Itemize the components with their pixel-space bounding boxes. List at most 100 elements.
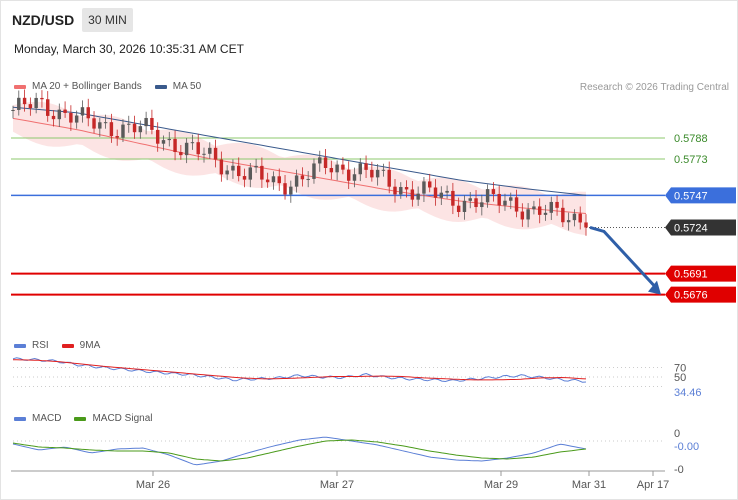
candle-body — [98, 122, 102, 129]
candle-body — [416, 193, 420, 200]
timeframe-button[interactable]: 30 MIN — [82, 8, 133, 32]
candle — [202, 147, 206, 163]
candle-body — [283, 183, 287, 195]
macd-tick-top: 0 — [674, 428, 680, 440]
candle — [352, 167, 357, 188]
candle-body — [474, 198, 478, 208]
candle-body — [393, 186, 397, 195]
candle — [260, 157, 264, 188]
candle-body — [74, 115, 79, 123]
candle — [404, 180, 409, 198]
candle-body — [155, 129, 160, 144]
candle — [422, 176, 426, 202]
candle-body — [578, 213, 582, 223]
legend-rsi: RSI — [14, 340, 49, 351]
candle-body — [509, 197, 513, 201]
candle — [144, 111, 148, 135]
candle-body — [63, 109, 67, 113]
candle-body — [537, 206, 542, 215]
candle-body — [433, 187, 438, 198]
candle — [242, 168, 247, 188]
macd-legend: MACD MACD Signal — [14, 413, 165, 424]
level-tag-4 — [665, 265, 736, 282]
candle-body — [526, 209, 530, 220]
legend-rsi-ma: 9MA — [61, 340, 100, 351]
candle — [46, 91, 50, 122]
rsi-tick-50: 50 — [674, 372, 686, 384]
candle-body — [456, 205, 461, 212]
candle — [63, 101, 67, 118]
candle — [381, 163, 386, 177]
candle-body — [497, 193, 501, 206]
candle-body — [92, 118, 96, 129]
candle-body — [254, 165, 258, 168]
candle — [543, 204, 548, 221]
price-legend: MA 20 + Bollinger Bands MA 50 — [14, 81, 214, 92]
candle-body — [468, 198, 472, 201]
candle — [103, 114, 108, 129]
candle — [86, 98, 90, 127]
legend-rsi-label: RSI — [32, 340, 49, 351]
candle-body — [173, 138, 177, 153]
candle — [520, 203, 525, 227]
candle-body — [28, 104, 33, 109]
candle-body — [115, 136, 119, 138]
level-label-2: 0.5747 — [674, 190, 708, 202]
candle-body — [213, 147, 218, 160]
candle-body — [196, 142, 200, 155]
candle — [80, 100, 85, 123]
candle-body — [451, 190, 455, 206]
candle-body — [69, 112, 73, 123]
candle — [57, 103, 62, 128]
timestamp: Monday, March 30, 2026 10:35:31 AM CET — [14, 42, 244, 56]
legend-ma50-label: MA 50 — [172, 81, 202, 92]
candle-body — [404, 187, 409, 190]
candle-body — [445, 190, 449, 193]
candle-body — [161, 140, 166, 144]
candle-body — [306, 178, 310, 180]
candle — [439, 186, 444, 205]
candle-body — [329, 167, 334, 173]
candle — [312, 158, 316, 184]
candle-body — [358, 163, 362, 175]
candle-body — [491, 189, 496, 194]
candle — [121, 119, 125, 142]
x-tick-label: Mar 27 — [320, 479, 354, 491]
forecast-arrow-head — [648, 280, 661, 295]
candle — [433, 179, 438, 206]
candle-body — [485, 189, 490, 203]
candle-body — [370, 169, 374, 178]
candle-body — [543, 212, 548, 215]
candle-body — [46, 99, 50, 116]
candle-body — [520, 211, 525, 220]
candle-body — [150, 117, 154, 130]
candle — [190, 134, 195, 150]
candle — [584, 214, 588, 236]
candle — [387, 161, 391, 194]
candle-body — [127, 123, 131, 125]
candle — [150, 109, 154, 135]
candle-body — [428, 181, 432, 188]
candle-body — [208, 147, 212, 154]
rsi-ma-swatch — [61, 343, 74, 348]
candle-body — [289, 186, 293, 195]
candle-body — [202, 153, 206, 155]
ma20-line — [12, 117, 587, 214]
candle-body — [312, 163, 316, 179]
level-label-3: 0.5724 — [674, 222, 708, 234]
candle-body — [242, 176, 247, 180]
candle-body — [346, 169, 351, 181]
candle — [306, 171, 310, 188]
x-tick-label: Mar 31 — [572, 479, 606, 491]
ma50-swatch — [154, 84, 167, 89]
candle — [497, 185, 501, 214]
candle — [17, 90, 21, 116]
level-label-4: 0.5691 — [674, 269, 708, 281]
candle — [532, 200, 536, 215]
candle-body — [335, 164, 339, 173]
candle-body — [572, 213, 577, 221]
candle — [509, 192, 513, 210]
candle-body — [532, 206, 536, 210]
ma50-line — [12, 106, 587, 196]
candle-body — [422, 181, 426, 194]
